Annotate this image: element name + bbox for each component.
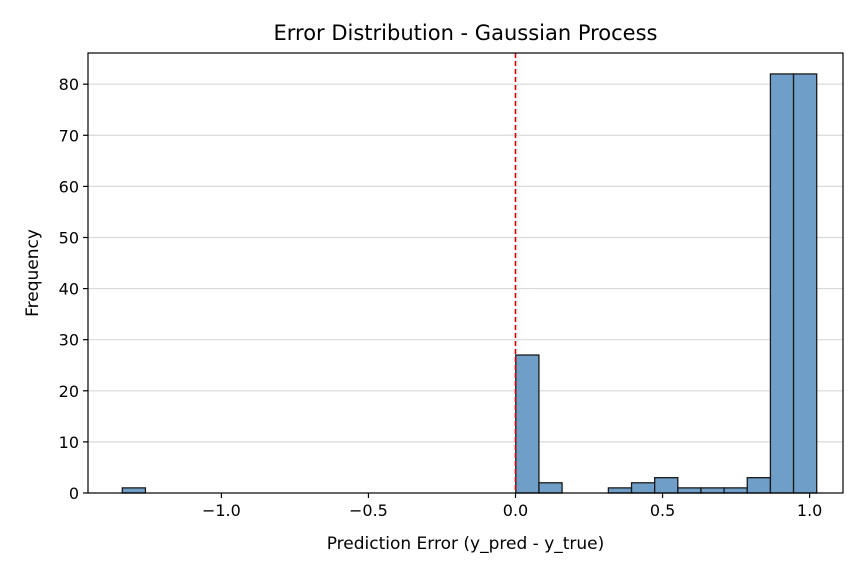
- histogram-bar-22: [630, 482, 656, 494]
- x-tick-label-4: 1.0: [797, 501, 822, 520]
- histogram-bar-27: [746, 477, 772, 494]
- histogram-bar-17: [515, 354, 540, 494]
- plot-frame: [87, 52, 844, 494]
- y-tick-label-1: 10: [59, 433, 79, 452]
- x-tick-label-3: 0.5: [650, 501, 675, 520]
- y-tick-label-2: 20: [59, 382, 79, 401]
- y-tick-label-6: 60: [59, 177, 79, 196]
- chart-title: Error Distribution - Gaussian Process: [274, 21, 658, 45]
- histogram-bar-29: [792, 73, 818, 494]
- y-gridlines: [88, 83, 843, 443]
- y-axis-label: Frequency: [23, 229, 43, 317]
- histogram-bar-23: [654, 477, 679, 494]
- y-tick-label-5: 50: [59, 228, 79, 247]
- x-tick-label-2: 0.0: [503, 501, 528, 520]
- histogram-bar-0: [121, 487, 147, 494]
- y-tick-label-0: 0: [69, 484, 79, 503]
- x-axis-label: Prediction Error (y_pred - y_true): [327, 534, 605, 554]
- histogram-bars: [121, 73, 818, 494]
- y-axis-ticks: 0 10 20 30 40 50 60 70 80: [59, 75, 88, 503]
- histogram-bar-28: [769, 73, 795, 494]
- histogram-bar-25: [700, 487, 725, 494]
- histogram-bar-26: [723, 487, 748, 494]
- y-tick-label-8: 80: [59, 75, 79, 94]
- x-axis-ticks: −1.0 −0.5 0.0 0.5 1.0: [202, 493, 822, 520]
- x-tick-label-0: −1.0: [202, 501, 241, 520]
- y-tick-label-4: 40: [59, 280, 79, 299]
- y-tick-label-7: 70: [59, 126, 79, 145]
- histogram-bar-21: [607, 487, 633, 494]
- histogram-bar-18: [538, 482, 563, 494]
- histogram-bar-24: [677, 487, 702, 494]
- x-tick-label-1: −0.5: [349, 501, 388, 520]
- y-tick-label-3: 30: [59, 331, 79, 350]
